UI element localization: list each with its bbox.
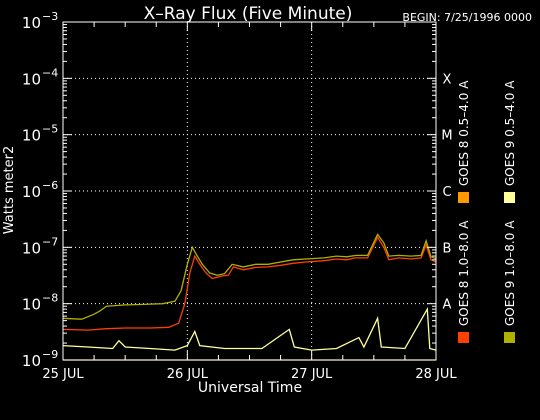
legend-label: GOES 8 1.0–8.0 A	[457, 220, 471, 326]
x-tick-label: 27 JUL	[291, 367, 333, 382]
y-tick-label: 10	[22, 127, 41, 145]
y-tick-label: 10	[22, 183, 41, 201]
x-tick-label: 28 JUL	[415, 367, 457, 382]
plot-frame	[62, 21, 437, 361]
y-tick-label: 10	[22, 70, 41, 88]
series-layer	[62, 233, 437, 361]
flare-class-label: M	[441, 129, 452, 144]
flare-class-label: A	[443, 298, 452, 313]
x-tick-label: 26 JUL	[167, 367, 209, 382]
legend-swatch	[458, 192, 469, 203]
begin-label: BEGIN: 7/25/1996 0000	[402, 11, 532, 24]
y-tick-exponent: −5	[42, 123, 58, 136]
series-line	[62, 233, 437, 320]
x-axis-label: Universal Time	[198, 380, 302, 396]
flare-class-labels: A B C M X	[441, 72, 452, 312]
y-axis-label: Watts meter2	[2, 146, 17, 234]
grid-lines	[63, 22, 436, 360]
x-axis-ticks: 25 JUL 26 JUL 27 JUL 28 JUL	[42, 22, 457, 382]
y-tick-exponent: −7	[42, 235, 58, 248]
legend-label: GOES 8 0.5–4.0 A	[457, 80, 471, 186]
y-axis-ticks: 10−910−810−710−610−510−410−3	[22, 10, 436, 370]
legend-swatch	[458, 332, 469, 343]
flare-class-label: C	[442, 185, 451, 200]
y-tick-label: 10	[22, 352, 41, 370]
y-tick-label: 10	[22, 14, 41, 32]
y-tick-exponent: −8	[42, 292, 58, 305]
legend: GOES 8 1.0–8.0 A GOES 8 0.5–4.0 A GOES 9 1…	[457, 80, 517, 343]
x-tick-label: 25 JUL	[42, 367, 84, 382]
legend-swatch	[504, 192, 515, 203]
y-tick-exponent: −4	[42, 66, 58, 79]
flare-class-label: B	[443, 241, 452, 256]
legend-swatch	[504, 332, 515, 343]
series-line	[62, 306, 437, 351]
y-tick-exponent: −6	[42, 179, 58, 192]
y-tick-label: 10	[22, 239, 41, 257]
chart-title: X–Ray Flux (Five Minute)	[144, 4, 353, 24]
flare-class-label: X	[443, 72, 452, 87]
y-tick-exponent: −3	[42, 10, 58, 23]
legend-label: GOES 9 0.5–4.0 A	[503, 80, 517, 186]
legend-label: GOES 9 1.0–8.0 A	[503, 220, 517, 326]
series-line	[62, 236, 437, 331]
y-tick-exponent: −9	[42, 348, 58, 361]
y-tick-label: 10	[22, 296, 41, 314]
